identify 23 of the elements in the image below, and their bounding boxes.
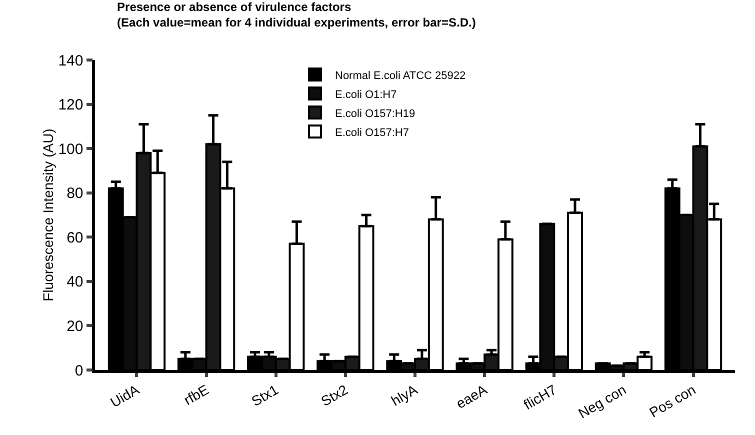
y-axis-title: Fluorescence Intensity (AU): [40, 128, 56, 302]
y-tick-label: 140: [58, 52, 84, 70]
legend-label: E.coli O157:H19: [335, 108, 416, 120]
y-tick-label: 60: [66, 229, 84, 246]
x-tick-label: UidA: [107, 381, 142, 410]
y-tick-label: 120: [58, 96, 84, 114]
y-tick-label: 0: [74, 362, 84, 380]
chart-subtitle: (Each value=mean for 4 individual experiments, error bar=S.D.): [117, 15, 476, 30]
x-tick-label: hlyA: [388, 381, 421, 409]
x-tick-label: Stx2: [318, 381, 351, 410]
y-tick-label: 20: [66, 318, 84, 335]
x-tick-label: rfbE: [181, 381, 212, 408]
x-tick-label: Neg con: [576, 381, 629, 422]
y-tick-label: 40: [66, 274, 84, 291]
y-tick-label: 100: [58, 140, 84, 158]
legend-label: Normal E.coli ATCC 25922: [335, 70, 466, 82]
y-tick-label: 80: [66, 185, 84, 202]
chart-title: Presence or absence of virulence factors: [117, 0, 352, 14]
legend-label: E.coli O157:H7: [335, 126, 409, 139]
x-tick-label: eaeA: [453, 381, 490, 412]
x-tick-label: Stx1: [248, 381, 282, 410]
x-tick-label: Pos con: [646, 381, 698, 421]
legend-label: E.coli O1:H7: [335, 88, 397, 101]
